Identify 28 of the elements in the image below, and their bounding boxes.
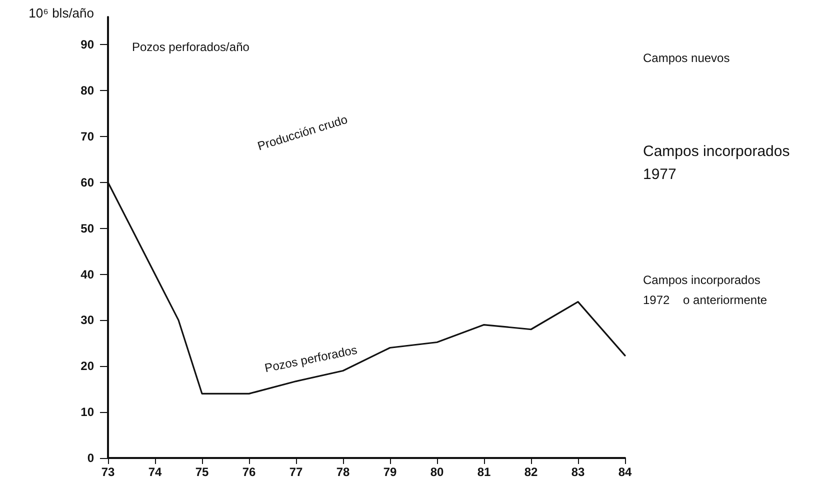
text: Campos incorporados 1972 o anteriormente <box>643 273 768 307</box>
annotation: Pozos perforados/año <box>132 40 250 54</box>
y-tick-label: 90 <box>80 38 94 52</box>
y-tick-label: 20 <box>80 359 94 374</box>
x-tick-label: 75 <box>195 465 209 479</box>
x-tick-label: 81 <box>477 465 491 479</box>
y-tick-label: 0 <box>87 451 94 465</box>
text: Campos incorporados 1977 <box>643 143 790 183</box>
x-tick-label: 74 <box>148 465 162 479</box>
y-tick-label: 30 <box>80 313 94 328</box>
y-tick-label: 70 <box>80 129 94 144</box>
x-tick-label: 78 <box>336 465 350 479</box>
y-axis-title: 10⁶ bls/año <box>28 6 94 20</box>
y-tick-label: 50 <box>80 221 94 236</box>
x-tick-label: 77 <box>289 465 303 479</box>
x-tick-label: 76 <box>242 465 256 479</box>
y-tick-label: 60 <box>80 175 94 190</box>
x-tick-label: 84 <box>618 465 632 479</box>
x-tick-label: 80 <box>430 465 444 479</box>
text: Pozos perforados <box>263 342 358 376</box>
y-tick-label: 80 <box>80 84 94 98</box>
x-tick-label: 73 <box>101 465 115 479</box>
text: Campos nuevos <box>643 51 730 65</box>
x-tick-label: 82 <box>524 465 538 479</box>
y-tick-label: 40 <box>80 267 94 282</box>
x-tick-label: 83 <box>571 465 585 479</box>
x-tick-label: 79 <box>383 465 397 479</box>
y-tick-label: 10 <box>80 405 94 420</box>
